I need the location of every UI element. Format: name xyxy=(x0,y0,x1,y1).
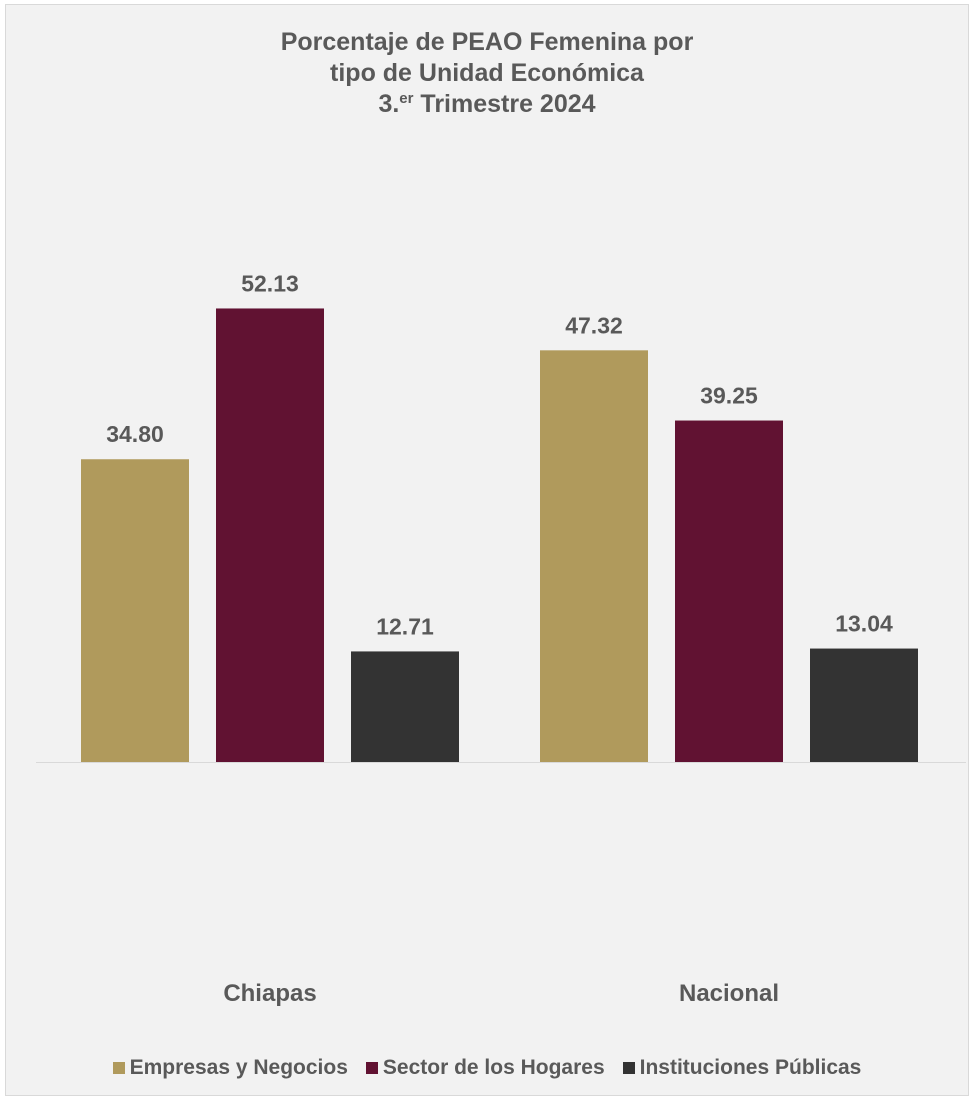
legend-label-instituciones: Instituciones Públicas xyxy=(639,1056,862,1079)
bar-chiapas-instituciones xyxy=(351,651,459,762)
data-label-chiapas-hogares: 52.13 xyxy=(241,270,299,296)
title-line-1: Porcentaje de PEAO Femenina por xyxy=(280,28,694,56)
bar-chiapas-empresas xyxy=(81,459,189,762)
bar-nacional-instituciones xyxy=(810,648,918,762)
title-line-2: tipo de Unidad Económica xyxy=(330,59,644,87)
data-label-chiapas-instituciones: 12.71 xyxy=(376,613,434,639)
data-label-chiapas-empresas: 34.80 xyxy=(106,421,164,447)
title-line-3-sup: er xyxy=(399,90,414,107)
title-line-3-post: Trimestre 2024 xyxy=(413,90,596,118)
legend-swatch-empresas xyxy=(112,1062,125,1074)
category-label-chiapas: Chiapas xyxy=(223,980,316,1007)
legend-item-hogares: Sector de los Hogares xyxy=(365,1055,605,1081)
bar-chiapas-hogares xyxy=(216,308,324,762)
legend-label-hogares: Sector de los Hogares xyxy=(382,1056,605,1079)
title-line-3-pre: 3. xyxy=(378,90,400,118)
legend-item-empresas: Empresas y Negocios xyxy=(112,1055,348,1081)
data-label-nacional-empresas: 47.32 xyxy=(565,312,623,338)
data-label-nacional-instituciones: 13.04 xyxy=(835,611,893,637)
legend-swatch-hogares xyxy=(365,1062,378,1074)
legend-label-empresas: Empresas y Negocios xyxy=(129,1056,348,1079)
legend-item-instituciones: Instituciones Públicas xyxy=(622,1055,862,1081)
legend-swatch-instituciones xyxy=(622,1062,635,1074)
category-label-nacional: Nacional xyxy=(679,980,779,1007)
legend: Empresas y Negocios Sector de los Hogare… xyxy=(0,1055,974,1081)
chart-title: Porcentaje de PEAO Femenina por tipo de … xyxy=(0,27,974,120)
bar-nacional-hogares xyxy=(675,420,783,762)
data-label-nacional-hogares: 39.25 xyxy=(700,383,758,409)
title-line-3: 3.er Trimestre 2024 xyxy=(0,89,974,120)
bar-nacional-empresas xyxy=(540,350,648,762)
